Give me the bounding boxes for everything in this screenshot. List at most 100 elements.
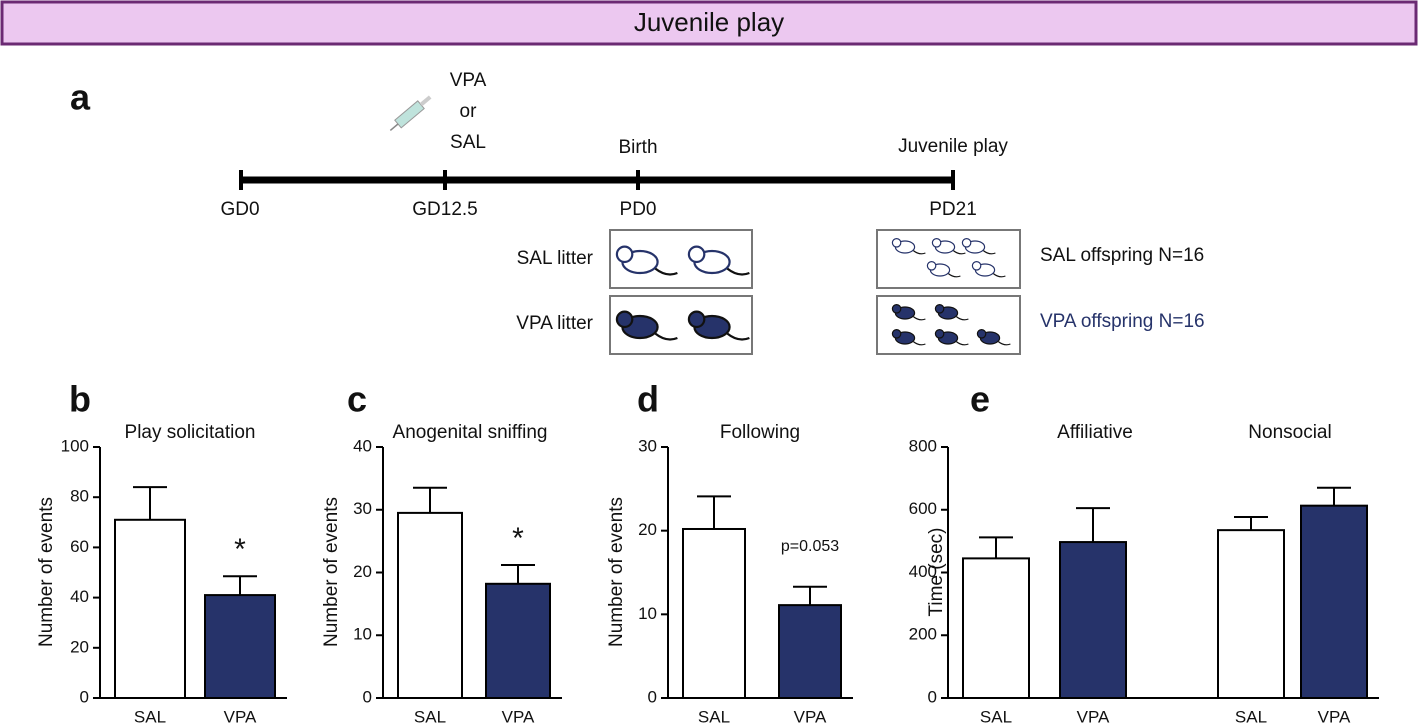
offspring-label: VPA offspring N=16 [1040,311,1205,332]
bar [682,527,746,700]
x-tick-label: SAL [1235,707,1267,726]
rat-head [615,310,634,329]
rat [891,237,926,255]
rat [926,260,961,278]
timeline-ticks [239,170,955,190]
rat-tail [913,250,926,255]
syringe [389,95,432,132]
rat-head [934,328,945,339]
rat [971,260,1006,278]
rat-tail [953,250,966,255]
group-label: Nonsocial [1248,422,1331,443]
annotation: * [512,522,524,555]
y-tick-label: 600 [909,499,937,518]
litter-box [609,229,753,289]
timepoint: GD0 [220,199,259,220]
rat-tail [654,267,678,276]
panel-letter: c [347,379,367,420]
rat-head [891,237,902,248]
rat [615,310,678,341]
litter-box [609,295,753,355]
offspring-box [876,229,1021,289]
x-tick-label: VPA [794,707,827,726]
y-tick-label: 800 [909,436,937,455]
x-tick-label: SAL [698,707,730,726]
y-tick-label: 0 [928,687,937,706]
y-tick-label: 100 [61,436,89,455]
rat-head [976,328,987,339]
y-tick-label: 60 [70,537,89,556]
injection-label: VPA [450,70,487,91]
rat-tail [654,332,678,341]
y-tick-label: 400 [909,562,937,581]
event-label: Juvenile play [898,136,1008,157]
rat-head [926,260,937,271]
y-axis-label: Number of events [36,497,57,647]
y-tick-label: 0 [363,687,372,706]
litter-label: SAL litter [517,248,594,269]
y-tick-label: 40 [70,587,89,606]
syringe-plunger [419,95,432,107]
x-tick-label: SAL [980,707,1012,726]
injection-label: SAL [450,132,486,153]
chart-title: Play solicitation [125,422,256,443]
bar [1217,529,1285,699]
chart-title: Anogenital sniffing [393,422,548,443]
bar [1300,504,1368,700]
chart-title: Following [720,422,800,443]
bar [204,594,276,700]
rat-head [934,303,945,314]
header-title: Juvenile play [634,7,784,37]
rat [615,245,678,276]
rat-head [891,328,902,339]
rat-head [971,260,982,271]
x-tick-label: VPA [224,707,257,726]
rat-tail [998,341,1011,346]
rat [934,328,969,346]
rat-tail [993,273,1006,278]
y-tick-label: 20 [638,520,657,539]
litter-label: VPA litter [516,313,593,334]
rat-tail [956,341,969,346]
y-tick-label: 0 [80,687,89,706]
y-tick-label: 20 [353,562,372,581]
x-tick-label: VPA [1077,707,1110,726]
rat-head [615,245,634,264]
timepoint: PD21 [929,199,977,220]
bar [114,518,186,699]
panel-letter: a [70,77,91,118]
y-tick-label: 10 [638,604,657,623]
x-tick-label: SAL [134,707,166,726]
group-label: Affiliative [1057,422,1133,443]
rat [976,328,1011,346]
offspring-label: SAL offspring N=16 [1040,245,1204,266]
y-tick-label: 20 [70,637,89,656]
rat [934,303,969,321]
annotation: p=0.053 [781,538,839,555]
rat-tail [913,341,926,346]
y-axis-label: Number of events [321,497,342,647]
rat [891,303,926,321]
rat [891,328,926,346]
rat-head [687,310,706,329]
boxes [609,229,1021,355]
rat [687,245,750,276]
x-tick-label: SAL [414,707,446,726]
y-tick-label: 200 [909,625,937,644]
panel-letter: b [69,379,91,420]
rat-head [687,245,706,264]
annotation: * [234,533,246,566]
x-tick-label: VPA [1318,707,1351,726]
rat-icons [615,237,1011,346]
bar [778,604,842,700]
x-tick-label: VPA [502,707,535,726]
panel-letter: d [637,379,659,420]
rat-head [891,303,902,314]
rat-head [931,237,942,248]
rat-tail [983,250,996,255]
rat-tail [726,267,750,276]
timepoint: GD12.5 [412,199,477,220]
timepoint: PD0 [620,199,657,220]
